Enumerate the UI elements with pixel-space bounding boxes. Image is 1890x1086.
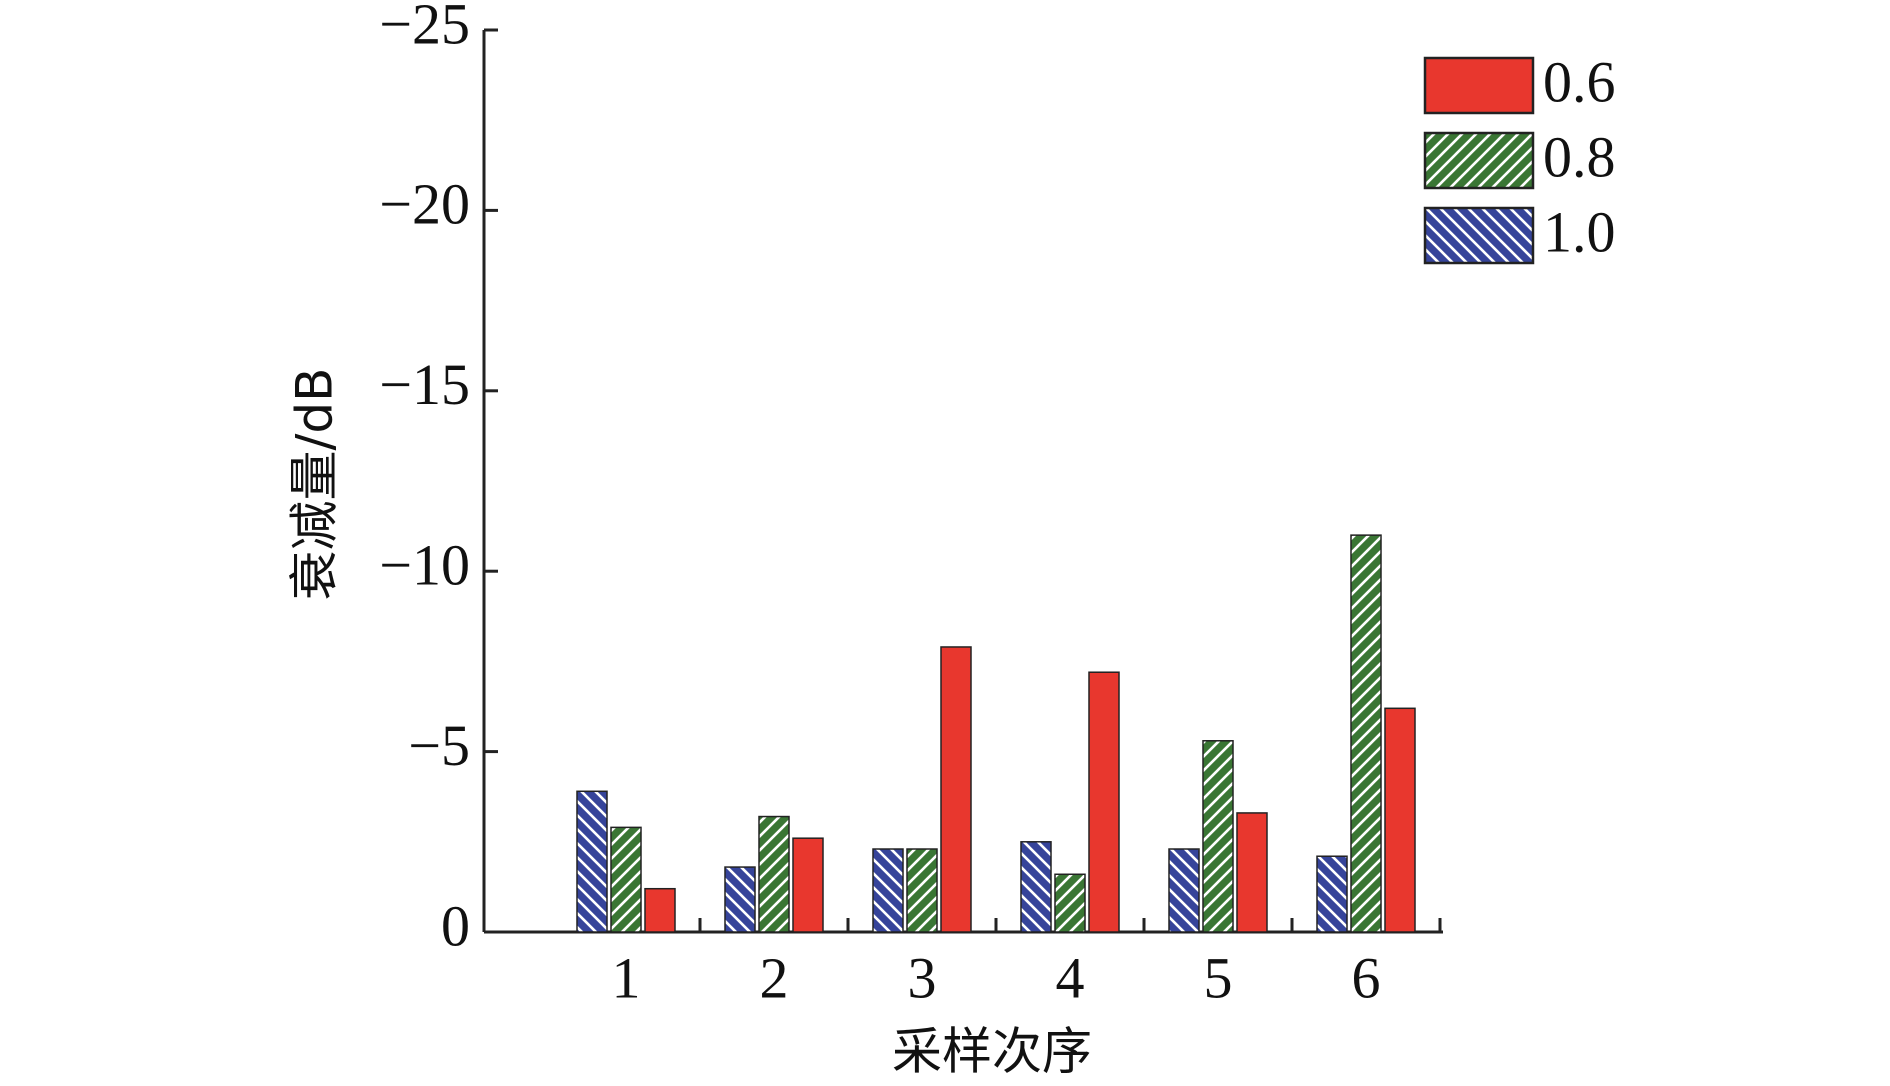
y-tick-label: −10: [379, 533, 470, 598]
x-tick-label: 6: [1352, 945, 1381, 1010]
bar: [792, 837, 824, 933]
x-tick-label: 3: [908, 945, 937, 1010]
bar: [1316, 855, 1348, 933]
bar: [1088, 671, 1120, 933]
x-tick-label: 2: [760, 945, 789, 1010]
legend-swatch: [1423, 131, 1535, 190]
bar: [1350, 534, 1382, 933]
bar: [758, 815, 790, 933]
y-tick-label: −25: [379, 0, 470, 56]
bar: [872, 848, 904, 933]
bar: [644, 887, 676, 933]
bar: [576, 790, 608, 933]
legend-label: 0.8: [1543, 124, 1616, 189]
y-tick-label: 0: [441, 893, 470, 958]
bar: [1020, 841, 1052, 933]
bar: [1202, 740, 1234, 933]
x-tick-label: 1: [612, 945, 641, 1010]
y-tick-label: −20: [379, 172, 470, 237]
bar: [1168, 848, 1200, 933]
y-tick-label: −5: [408, 713, 470, 778]
x-axis-label: 采样次序: [892, 1023, 1092, 1081]
bar: [906, 848, 938, 933]
legend-label: 0.6: [1543, 49, 1616, 114]
x-tick-label: 4: [1056, 945, 1085, 1010]
bar: [724, 866, 756, 933]
bar: [1054, 873, 1086, 933]
x-tick-label: 5: [1204, 945, 1233, 1010]
y-tick-label: −15: [379, 352, 470, 417]
bar: [1236, 812, 1268, 933]
legend-swatch: [1423, 206, 1535, 265]
bar: [1384, 707, 1416, 933]
bar: [940, 646, 972, 933]
bar: [610, 826, 642, 933]
legend-swatch: [1423, 56, 1535, 115]
legend-label: 1.0: [1543, 199, 1616, 264]
y-axis-label: 衰减量/dB: [286, 368, 344, 601]
